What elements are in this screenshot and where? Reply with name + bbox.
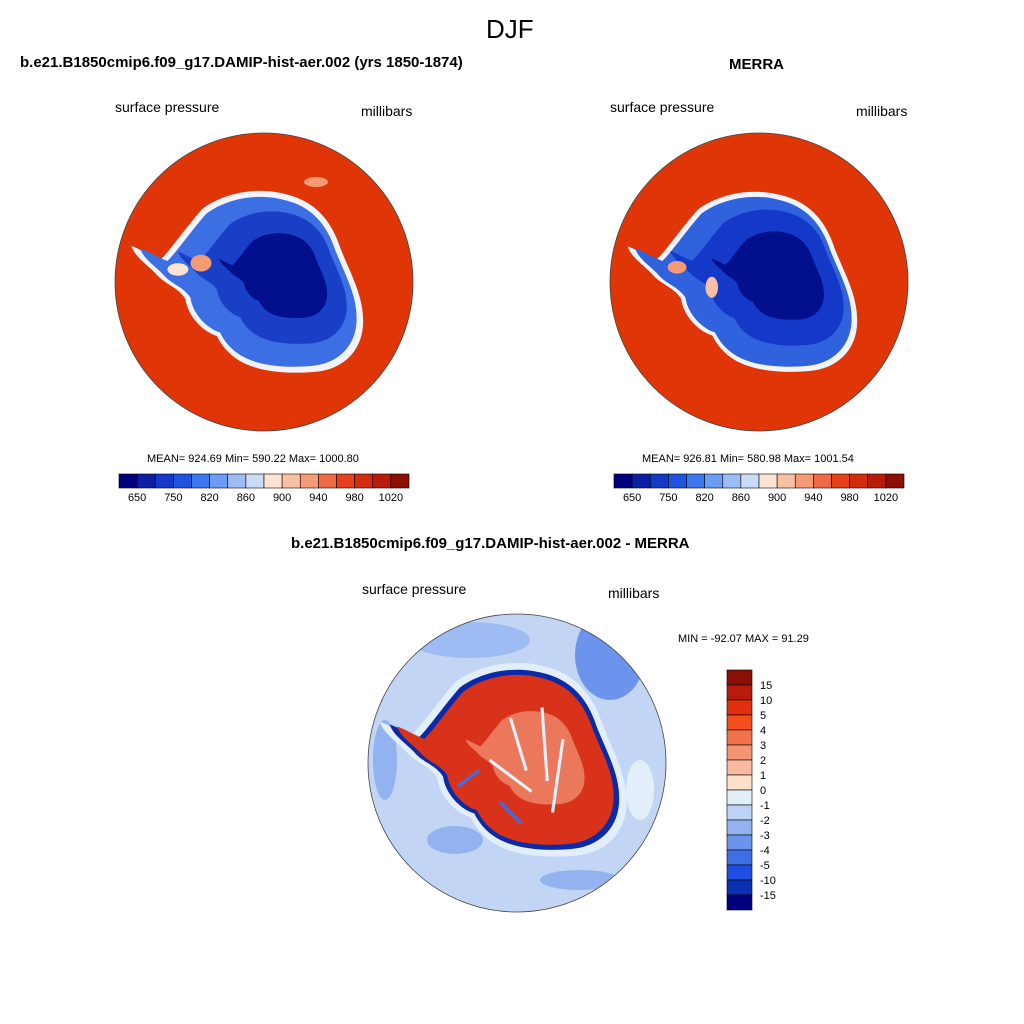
panel-3-colorbar-swatch [726,759,753,776]
panel-3-colorbar-swatch [726,879,753,896]
panel-2-colorbar-swatch [704,473,724,489]
panel-2-colorbar-swatch [776,473,796,489]
panel-1-colorbar-tick-label: 820 [200,492,218,504]
panel-1-colorbar-swatch [191,473,210,489]
panel-3-right-label: millibars [608,585,660,601]
figure-title: DJF [486,14,534,44]
panel-1-colorbar-swatch [245,473,265,489]
panel-1-colorbar-tick-label: 980 [345,492,363,504]
panel-2-map [609,132,909,432]
panel-3-colorbar-swatch [726,684,753,701]
panel-1-colorbar-swatch [263,473,283,489]
panel-1-colorbar-swatch [173,473,192,489]
panel-1-colorbar-swatch [372,473,392,489]
panel-3-colorbar-swatch [726,729,753,746]
panel-3-colorbar-tick-label: -4 [760,845,770,857]
panel-3-colorbar-tick-label: 3 [760,740,766,752]
panel-3-colorbar-tick-label: 10 [760,695,772,707]
panel-1-colorbar-swatch [136,473,156,489]
panel-3-colorbar-tick-label: -2 [760,815,770,827]
panel-2-colorbar-swatch [885,473,905,489]
panel-1-colorbar-tick-label: 860 [237,492,255,504]
panel-2-colorbar-swatch [831,473,850,489]
panel-1-right-label: millibars [361,103,413,119]
panel-2-colorbar-swatch [631,473,651,489]
panel-3-colorbar-swatch [726,804,753,821]
panel-2-colorbar-tick-label: 1020 [874,492,898,504]
panel-3-colorbar-tick-label: 1 [760,770,766,782]
panel-2-colorbar-swatch [613,473,633,489]
panel-2-colorbar-swatch [813,473,832,489]
panel-3-colorbar-tick-label: 0 [760,785,766,797]
panel-1-colorbar: 650 750 820 860 900 940 980 1020 [118,473,410,504]
panel-1-colorbar-swatch [209,473,229,489]
panel-3-colorbar-tick-label: 5 [760,710,766,722]
panel-3-colorbar-tick-label: -5 [760,860,770,872]
panel-2-colorbar-swatch [867,473,887,489]
panel-1-colorbar-tick-label: 650 [128,492,146,504]
panel-2-stats: MEAN= 926.81 Min= 580.98 Max= 1001.54 [642,453,854,465]
panel-2-colorbar-swatch [740,473,760,489]
panel-3-colorbar-swatch [726,819,753,836]
panel-3-colorbar-tick-label: -1 [760,800,770,812]
panel-1-colorbar-tick-label: 900 [273,492,291,504]
panel-1-colorbar-swatch [318,473,337,489]
panel-1-colorbar-tick-label: 750 [164,492,182,504]
panel-2-colorbar-swatch [849,473,869,489]
panel-1-stats: MEAN= 924.69 Min= 590.22 Max= 1000.80 [147,453,359,465]
panel-1-colorbar-swatch [227,473,247,489]
panel-2-colorbar-tick-label: 860 [732,492,750,504]
panel-1-title: b.e21.B1850cmip6.f09_g17.DAMIP-hist-aer.… [20,54,463,71]
panel-3-colorbar-swatch [726,669,753,686]
panel-3-colorbar-swatch [726,894,753,911]
panel-1-colorbar-swatch [336,473,355,489]
panel-2-colorbar-tick-label: 940 [804,492,822,504]
panel-1-colorbar-tick-label: 1020 [379,492,403,504]
panel-3-colorbar-swatch [726,849,753,866]
panel-1-colorbar-swatch [118,473,138,489]
panel-2-colorbar-swatch [794,473,814,489]
panel-3-colorbar-tick-label: -15 [760,890,776,902]
panel-3-colorbar-swatch [726,864,753,881]
panel-2-title: MERRA [729,56,784,73]
panel-2-colorbar-swatch [686,473,705,489]
panel-2-colorbar-tick-label: 820 [695,492,713,504]
panel-2-colorbar-tick-label: 900 [768,492,786,504]
panel-1-colorbar-swatch [390,473,410,489]
panel-3-colorbar-swatch [726,744,753,761]
panel-3-colorbar-tick-label: -3 [760,830,770,842]
panel-3-colorbar-swatch [726,714,753,731]
panel-3-colorbar-tick-label: -10 [760,875,776,887]
panel-2-colorbar-swatch [722,473,742,489]
panel-1-colorbar-swatch [354,473,374,489]
panel-3-title: b.e21.B1850cmip6.f09_g17.DAMIP-hist-aer.… [291,535,690,552]
panel-2-colorbar-tick-label: 750 [659,492,677,504]
panel-3-colorbar-tick-label: 15 [760,680,772,692]
panel-2-colorbar-swatch [649,473,669,489]
panel-2-colorbar-tick-label: 980 [840,492,858,504]
panel-2-colorbar: 650 750 820 860 900 940 980 1020 [613,473,905,504]
panel-1-map [114,132,414,432]
panel-3-colorbar-tick-label: 2 [760,755,766,767]
panel-3-map [367,613,667,913]
panel-3-left-label: surface pressure [362,581,467,597]
panel-3-colorbar-swatch [726,834,753,851]
panel-1-colorbar-swatch [299,473,319,489]
panel-3-colorbar-swatch [726,699,753,716]
panel-2-left-label: surface pressure [610,99,715,115]
panel-1-colorbar-swatch [154,473,174,489]
panel-1-left-label: surface pressure [115,99,220,115]
panel-3-colorbar-swatch [726,789,753,806]
panel-2-colorbar-tick-label: 650 [623,492,641,504]
panel-2-right-label: millibars [856,103,908,119]
panel-2-colorbar-swatch [668,473,687,489]
panel-3-stats: MIN = -92.07 MAX = 91.29 [678,633,809,645]
panel-1-colorbar-swatch [281,473,301,489]
panel-3-colorbar-tick-label: 4 [760,725,766,737]
panel-3-colorbar-swatch [726,774,753,791]
panel-1-colorbar-tick-label: 940 [309,492,327,504]
panel-2-colorbar-swatch [758,473,778,489]
